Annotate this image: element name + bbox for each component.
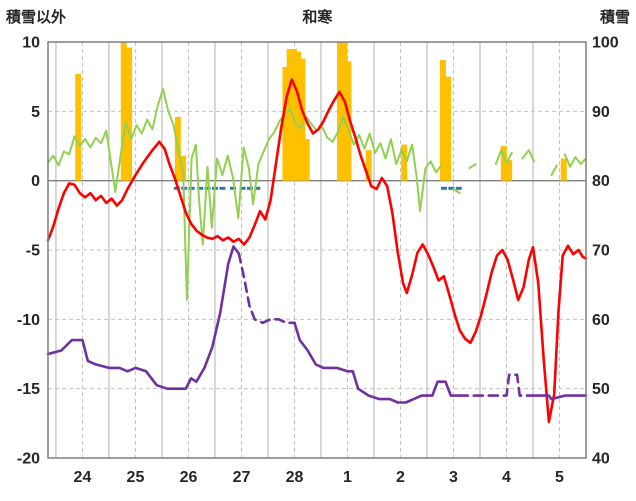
- purple-line-series: [237, 252, 296, 325]
- right-axis-tick: 40: [592, 451, 610, 468]
- x-axis-tick: 4: [502, 469, 511, 486]
- blue-mark: [254, 186, 261, 190]
- left-axis-tick: 5: [31, 104, 40, 121]
- right-axis-tick: 70: [592, 243, 610, 260]
- orange-bar: [341, 42, 348, 181]
- orange-bar: [401, 144, 408, 181]
- orange-bar: [120, 42, 127, 181]
- x-axis-tick: 26: [180, 469, 198, 486]
- left-axis-tick: -15: [17, 381, 40, 398]
- right-axis-title: 積雪: [599, 9, 630, 26]
- x-axis-tick: 1: [343, 469, 352, 486]
- orange-bar: [286, 48, 293, 181]
- blue-mark: [239, 186, 246, 190]
- orange-bar: [560, 158, 567, 181]
- orange-bar: [506, 159, 513, 181]
- blue-mark: [188, 186, 195, 190]
- right-axis-tick: 90: [592, 104, 610, 121]
- blue-mark: [229, 186, 236, 190]
- blue-mark: [197, 186, 204, 190]
- orange-bar: [126, 47, 133, 181]
- purple-line-series: [457, 373, 535, 397]
- left-axis-title: 積雪以外: [6, 9, 67, 26]
- x-axis-tick: 2: [396, 469, 405, 486]
- orange-bar: [439, 60, 446, 181]
- blue-mark: [440, 186, 447, 190]
- purple-line-series: [531, 394, 588, 401]
- x-axis-tick: 28: [286, 469, 304, 486]
- green-line-series: [563, 153, 587, 168]
- orange-bar: [282, 66, 289, 181]
- left-axis-tick: 10: [22, 35, 40, 52]
- right-axis-tick: 60: [592, 312, 610, 329]
- green-line-series: [521, 149, 536, 163]
- green-line-series: [452, 188, 461, 195]
- red-line-series: [46, 78, 588, 424]
- orange-bar: [337, 42, 344, 181]
- x-axis-tick: 27: [233, 469, 251, 486]
- orange-bar: [303, 139, 310, 181]
- chart-header: 積雪以外 和寒 積雪: [0, 4, 636, 30]
- orange-bar: [500, 146, 507, 181]
- plot-border: [47, 41, 587, 459]
- blue-mark: [448, 186, 455, 190]
- left-axis-tick: -20: [17, 451, 40, 468]
- left-axis-tick: 0: [31, 173, 40, 190]
- x-axis-tick: 25: [127, 469, 145, 486]
- left-axis-tick: -10: [17, 312, 40, 329]
- blue-mark: [204, 186, 211, 190]
- blue-mark: [455, 186, 462, 190]
- green-line-series: [47, 88, 443, 301]
- green-line-series: [468, 163, 477, 170]
- orange-bar: [445, 76, 452, 181]
- orange-bar: [290, 48, 297, 181]
- orange-bar: [295, 51, 302, 181]
- blue-mark: [246, 186, 253, 190]
- x-axis-tick: 3: [449, 469, 458, 486]
- orange-bar: [75, 73, 82, 181]
- chart-title: 和寒: [302, 9, 333, 26]
- right-axis-tick: 80: [592, 173, 610, 190]
- green-line-series: [550, 164, 558, 177]
- left-axis-tick: -5: [26, 243, 40, 260]
- x-axis-tick: 5: [555, 469, 564, 486]
- orange-bar: [365, 150, 372, 181]
- right-axis-tick: 50: [592, 381, 610, 398]
- green-line-series: [494, 149, 513, 165]
- orange-bar: [299, 58, 306, 181]
- purple-line-series: [293, 321, 461, 404]
- right-axis-tick: 100: [592, 35, 619, 52]
- blue-mark: [219, 186, 226, 190]
- x-axis-tick: 24: [74, 469, 92, 486]
- orange-bar: [345, 61, 352, 181]
- purple-line-series: [46, 245, 241, 391]
